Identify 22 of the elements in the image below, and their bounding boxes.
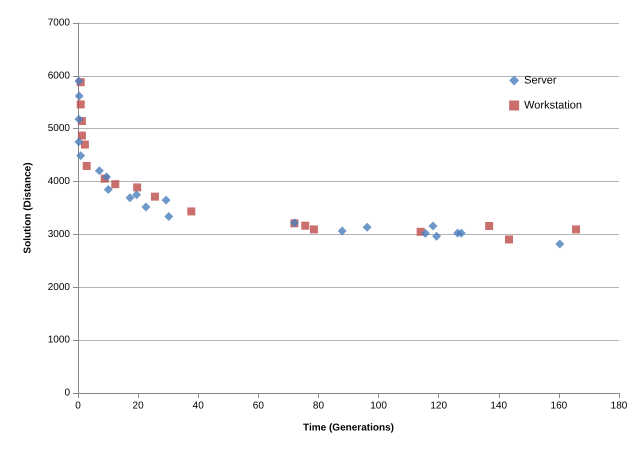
y-tick-label: 6000: [48, 70, 70, 82]
x-tick-label: 180: [610, 400, 628, 412]
x-tick-label: 160: [550, 400, 568, 412]
x-tick-label: 0: [75, 400, 82, 412]
legend-label: Server: [524, 74, 557, 86]
y-tick-label: 7000: [48, 18, 70, 28]
y-tick-label: 1000: [48, 334, 70, 346]
y-tick-label: 3000: [48, 228, 70, 240]
x-tick-label: 40: [192, 400, 204, 412]
y-tick-label: 2000: [48, 282, 70, 293]
y-tick-label: 0: [64, 388, 70, 398]
y-tick-label: 4000: [48, 176, 70, 188]
x-tick-label: 100: [370, 400, 388, 412]
legend-label: Workstation: [524, 100, 582, 112]
x-tick-label: 140: [490, 400, 508, 412]
x-axis-title: Time (Generations): [303, 422, 394, 434]
x-tick-label: 20: [132, 400, 144, 412]
y-tick-label: 5000: [48, 123, 70, 134]
x-tick-label: 120: [430, 400, 448, 412]
y-axis-title: Solution (Distance): [22, 162, 34, 254]
x-tick-label: 60: [252, 400, 264, 412]
x-tick-label: 80: [312, 400, 324, 412]
